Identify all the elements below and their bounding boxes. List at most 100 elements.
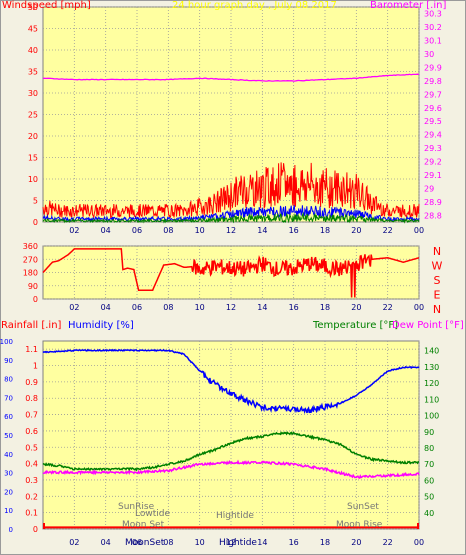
direction-x-tick: 12 [226,303,236,312]
wind-x-tick: 16 [289,226,299,235]
humidity-tick: 20 [4,488,13,496]
barometer-tick: 30.3 [424,10,442,19]
windspeed-tick: 30 [28,89,38,98]
temperature-tick: 60 [424,476,434,485]
temperature-tick: 80 [424,444,434,453]
rainfall-tick: 0 [33,525,38,534]
wind-direction-line [42,248,420,298]
direction-x-tick: 06 [132,303,142,312]
direction-tick: 360 [23,242,38,251]
wind-x-tick: 18 [320,226,330,235]
humidity-tick: 10 [4,507,13,515]
temp-x-tick: 04 [101,538,111,547]
direction-tick: 90 [28,282,38,291]
barometer-tick: 29.5 [424,117,442,126]
temp-x-tick: 22 [383,538,393,547]
windspeed-tick: 10 [28,175,38,184]
temperature-tick: 110 [424,395,439,404]
humidity-axis-label: Humidity [%] [68,320,134,331]
wind-x-tick: 22 [383,226,393,235]
rainfall-tick: 1.1 [25,345,38,354]
compass-n-label: N [433,245,441,258]
temperature-tick: 100 [424,412,439,421]
temperature-tick: 130 [424,363,439,372]
compass-e-label: E [434,289,441,302]
direction-x-tick: 10 [195,303,205,312]
rainfall-tick: 0.6 [25,427,38,436]
wind-x-tick: 08 [163,226,173,235]
temperature-tick: 70 [424,460,434,469]
direction-x-tick: 00 [414,303,424,312]
direction-tick: 0 [33,295,38,304]
humidity-tick: 70 [4,394,13,402]
humidity-tick: 40 [4,451,13,459]
temp-x-tick: 18 [320,538,330,547]
barometer-tick: 28.9 [424,198,442,207]
barometer-tick: 29 [424,184,434,193]
barometer-tick: 29.7 [424,90,442,99]
rainfall-tick: 0.8 [25,394,38,403]
direction-x-tick: 20 [351,303,361,312]
temperature-tick: 50 [424,493,434,502]
temp-x-tick: 16 [289,538,299,547]
barometer-tick: 28.8 [424,211,442,220]
wind-average-line [42,205,420,223]
direction-x-tick: 08 [163,303,173,312]
dewpoint-axis-label: Dew Point [°F] [392,320,464,331]
barometer-tick: 29.6 [424,104,442,113]
windspeed-tick: 50 [28,3,38,12]
windspeed-tick: 35 [28,68,38,77]
temperature-tick: 120 [424,379,439,388]
windspeed-line [42,162,420,219]
temp-x-tick: 20 [351,538,361,547]
barometer-tick: 29.1 [424,171,442,180]
rainfall-tick: 0.2 [25,492,38,501]
humidity-line [42,348,420,415]
barometer-tick: 29.4 [424,131,442,140]
moonset-axis-annotation: MoonSet [125,538,165,548]
barometer-tick: 30 [424,50,434,59]
temperature-line [42,431,419,472]
humidity-tick: 90 [4,357,13,365]
rainfall-tick: 0.3 [25,476,38,485]
moonrise-annotation: Moon Rise [336,520,383,530]
temp-x-tick: 06 [132,538,142,547]
barometer-tick: 30.2 [424,23,442,32]
temp-x-tick: 00 [414,538,424,547]
windspeed-tick: 5 [33,197,38,206]
rainfall-tick: 0.9 [25,378,38,387]
barometer-line [43,73,420,82]
temperature-tick: 140 [424,347,439,356]
lowtide-annotation: Lowtide [135,509,171,519]
direction-tick: 270 [23,255,38,264]
temp-x-tick: 12 [226,538,236,547]
windspeed-tick: 0 [33,218,38,227]
rainfall-tick: 0.7 [25,411,38,420]
direction-x-tick: 14 [257,303,267,312]
rainfall-tick: 0.4 [25,460,38,469]
barometer-axis-label: Barometer [.in] [370,0,447,11]
sunrise-annotation: SunRise [118,502,155,512]
compass-n-label: N [433,303,441,316]
windspeed-tick: 45 [28,25,38,34]
moonset-annotation: Moon Set [122,520,165,530]
humidity-tick: 80 [4,376,13,384]
humidity-tick: 100 [0,338,13,346]
rainfall-tick: 1 [33,362,38,371]
wind-x-tick: 12 [226,226,236,235]
temp-plot: 010203040506070809010000.10.20.30.40.50.… [0,338,439,547]
wind-x-tick: 02 [69,226,79,235]
hightide-annotation: Hightide [216,511,254,521]
wind-x-tick: 04 [101,226,111,235]
wind-low-line [42,211,420,224]
hightide-axis-annotation: Hightide [219,538,257,548]
wind-x-tick: 10 [195,226,205,235]
temperature-tick: 40 [424,509,434,518]
humidity-tick: 60 [4,413,13,421]
rainfall-axis-label: Rainfall [.in] [1,320,62,331]
windspeed-axis-label: Windspeed [mph] [2,0,91,11]
wind-x-tick: 00 [414,226,424,235]
windspeed-tick: 40 [28,46,38,55]
